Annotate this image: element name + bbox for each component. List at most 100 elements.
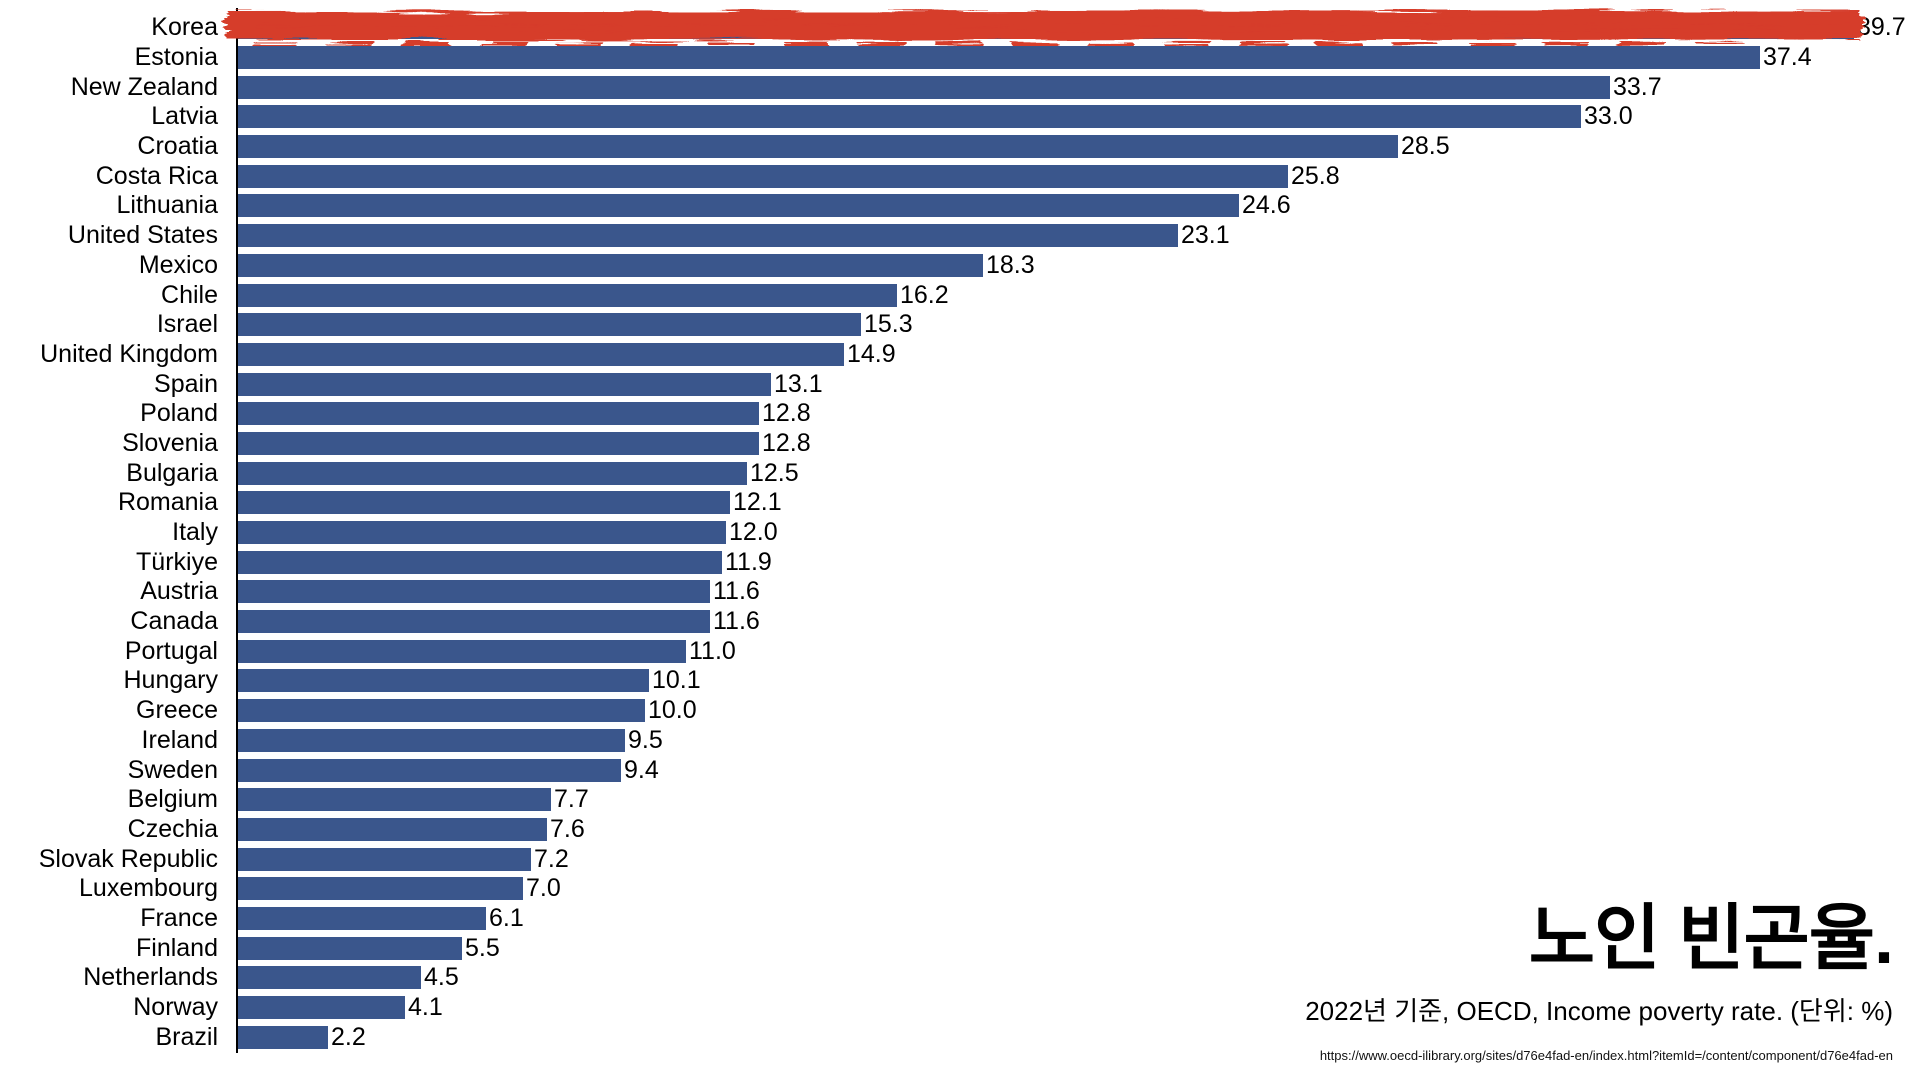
bar [238,699,645,723]
category-label: Italy [172,518,218,547]
value-label: 11.6 [713,607,760,636]
category-label: Czechia [127,814,218,843]
bar-row: United States 23.1 [0,221,1920,251]
bar [238,580,710,604]
bar-row: Czechia 7.6 [0,815,1920,845]
y-axis-line [236,8,238,1053]
bar [238,877,523,901]
bar-zone: 11.6 [238,609,760,634]
bar-row: Hungary 10.1 [0,666,1920,696]
bar-row: Sweden 9.4 [0,755,1920,785]
bar-chart: Korea 39.7 Estonia 37.4 New Zealand [0,10,1920,1052]
bar [238,253,983,277]
category-label: Costa Rica [95,161,218,190]
bar [238,758,621,782]
bar-row: New Zealand 33.7 [0,72,1920,102]
category-label: Sweden [127,755,218,784]
bar-zone: 7.7 [238,787,589,812]
category-label: Slovak Republic [38,844,218,873]
bar-row: Spain 13.1 [0,369,1920,399]
category-label: Portugal [124,636,218,665]
value-label: 28.5 [1401,132,1450,161]
bar-zone: 7.2 [238,844,569,873]
category-label: Finland [136,933,218,962]
bar-zone: 9.5 [238,727,663,753]
bar-zone: 7.0 [238,876,561,901]
value-label: 33.7 [1613,72,1662,101]
bar-row: United Kingdom 14.9 [0,340,1920,370]
chart-subtitle: 2022년 기준, OECD, Income poverty rate. (단위… [1305,996,1893,1026]
value-label: 7.6 [550,814,585,843]
category-label: Korea [151,13,218,42]
value-label: 12.8 [762,399,811,428]
bar-row: Slovenia 12.8 [0,429,1920,459]
category-label: Belgium [127,785,218,814]
value-label: 23.1 [1181,221,1230,250]
value-label: 15.3 [864,310,913,339]
value-label: 11.9 [725,547,772,576]
category-label: Chile [161,280,218,309]
bar-row: Costa Rica 25.8 [0,161,1920,191]
bar-zone: 24.6 [238,193,1291,218]
bar [238,164,1288,188]
bar-row: Chile 16.2 [0,280,1920,310]
bar [238,936,462,960]
bar-row: Belgium 7.7 [0,785,1920,815]
category-label: Poland [140,399,218,428]
bar-zone: 25.8 [238,161,1340,190]
bar-zone: 9.4 [238,755,659,784]
category-label: United States [67,221,218,250]
bar-row: Canada 11.6 [0,607,1920,637]
bar-zone: 33.7 [238,72,1662,101]
bar-row: Portugal 11.0 [0,636,1920,666]
bar [238,966,421,990]
bar-zone: 28.5 [238,134,1450,159]
bar-row: Mexico 18.3 [0,251,1920,281]
bar-zone: 39.7 [223,10,1906,48]
value-label: 11.6 [713,577,760,606]
bar [238,491,730,515]
value-label: 4.1 [408,993,443,1022]
bar-zone: 16.2 [238,282,949,308]
bar-zone: 4.5 [238,965,459,990]
value-label: 6.1 [489,903,524,932]
bar [238,788,551,812]
bar-zone: 18.3 [238,252,1035,278]
value-label: 7.0 [526,874,561,903]
value-label: 7.2 [534,844,569,873]
bar [238,342,844,366]
bar [238,550,722,574]
category-label: Estonia [134,43,218,72]
category-label: New Zealand [70,72,218,101]
bar-row: Finland 5.5 [0,933,1920,963]
bar-row: Israel 15.3 [0,310,1920,340]
category-label: Slovenia [122,428,218,457]
category-label: Bulgaria [126,458,218,487]
category-label: Latvia [151,102,218,131]
value-label: 24.6 [1242,191,1291,220]
bar-zone: 4.1 [238,995,443,1020]
bar-zone: 2.2 [238,1024,366,1050]
value-label: 9.4 [624,755,659,784]
category-label: Israel [156,310,218,339]
title-block: 노인 빈곤율. 2022년 기준, OECD, Income poverty r… [1305,899,1894,1063]
value-label: 13.1 [774,369,823,398]
bar-row: Brazil 2.2 [0,1022,1920,1052]
bar [238,402,759,426]
bar [238,313,861,337]
bar [238,521,726,545]
bar-row: Luxembourg 7.0 [0,874,1920,904]
value-label: 25.8 [1291,161,1340,190]
scribble-strokes [223,10,1865,48]
value-label: 5.5 [465,933,500,962]
bar [238,817,547,841]
value-label: 39.7 [1857,13,1906,42]
bar [238,906,486,930]
bar-zone: 12.5 [238,458,799,487]
bar-zone: 11.0 [238,638,736,664]
value-label: 12.0 [729,518,778,547]
value-label: 12.5 [750,458,799,487]
bar [238,105,1581,129]
chart-title: 노인 빈곤율. [1528,899,1894,979]
bar-zone: 12.0 [238,520,778,545]
